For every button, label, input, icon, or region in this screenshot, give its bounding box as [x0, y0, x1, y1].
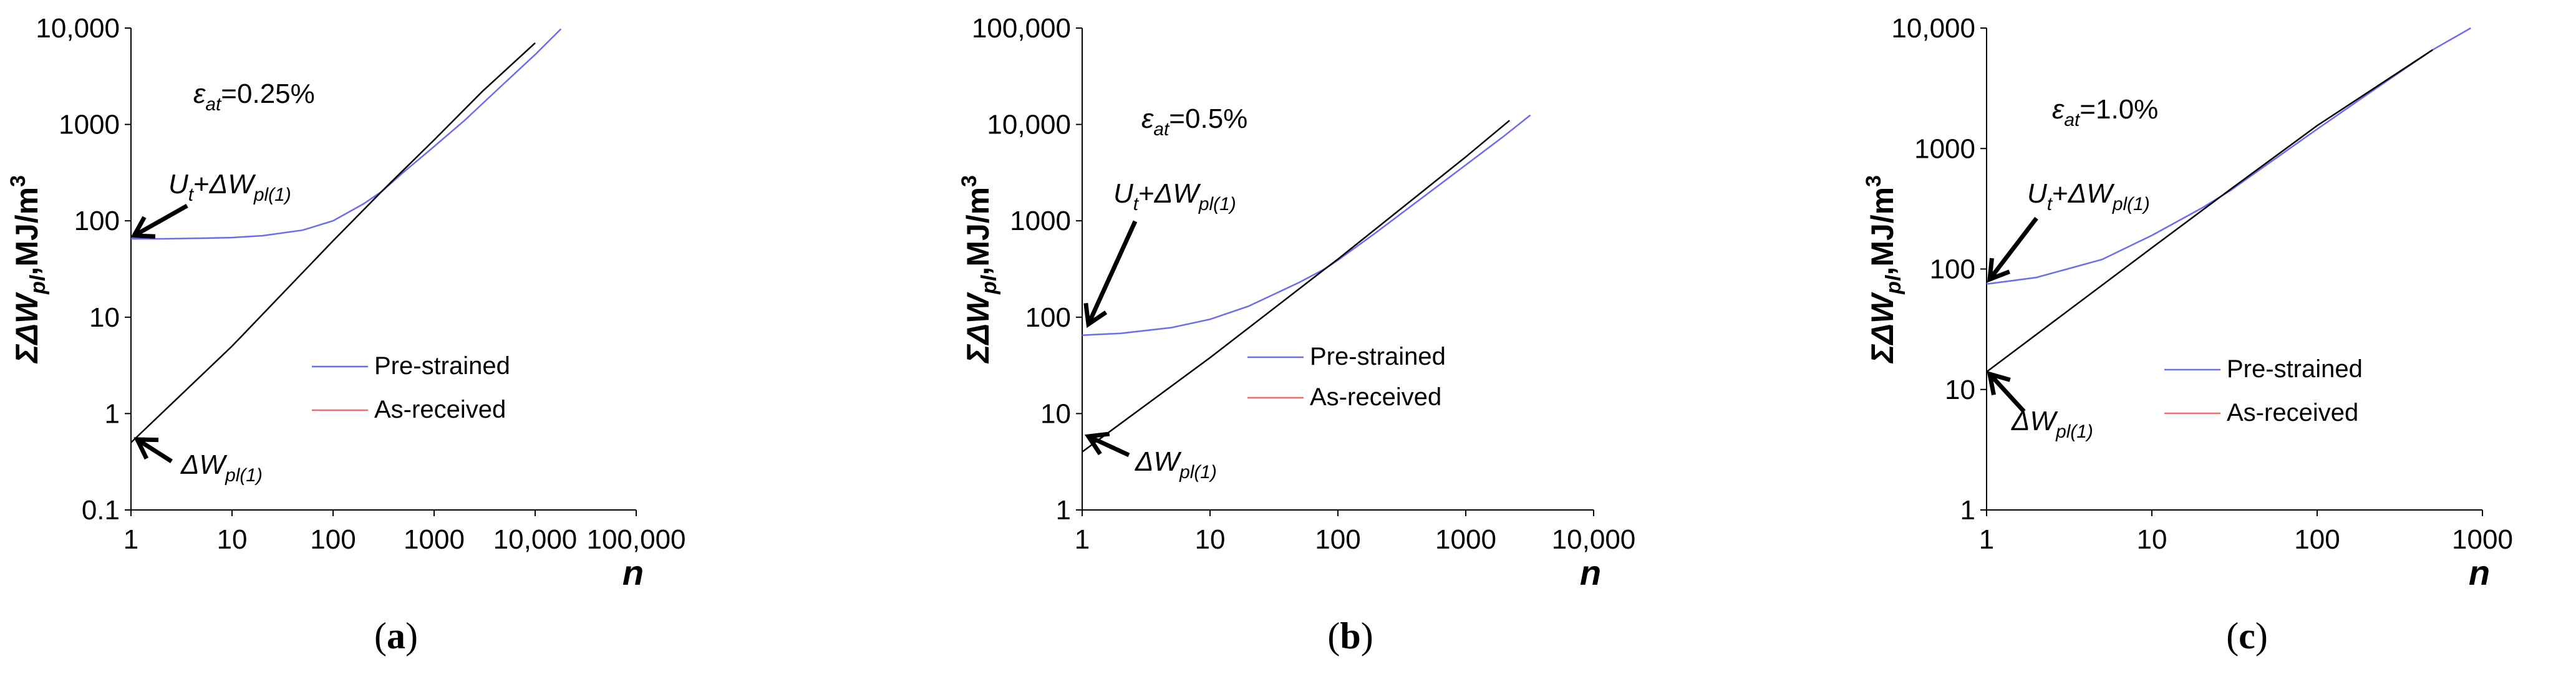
legend: Pre-strained As-received [1247, 343, 1446, 411]
y-tick-label: 1 [105, 398, 120, 429]
strain-amplitude-label: εat=0.25% [193, 79, 315, 115]
legend-label: As-received [1310, 383, 1441, 411]
chart-panel-c: 1 10 100 1000 1 10 100 1000 10,000 n ΣΔWpl,MJ/m3 εa… [1862, 13, 2513, 656]
arrow-icon [1987, 371, 2026, 413]
x-tick-label: 1 [123, 524, 138, 555]
annotation-initial-energy: Ut+ΔWpl(1) [168, 169, 291, 205]
x-axis-title: n [2469, 553, 2490, 592]
y-tick-label: 1000 [59, 110, 120, 140]
y-tick-label: 100,000 [972, 13, 1071, 44]
annotation-first-cycle-energy: ΔWpl(1) [1135, 446, 1217, 483]
y-tick-label: 1 [1056, 495, 1071, 526]
x-tick-label: 100 [1315, 524, 1360, 555]
panel-label: (c) [2226, 615, 2268, 656]
legend: Pre-strained As-received [312, 352, 510, 423]
x-axis-title: n [622, 553, 644, 592]
series-line-as-received [130, 42, 536, 443]
y-tick-label: 10,000 [987, 110, 1071, 140]
y-axis-title: ΣΔWpl,MJ/m3 [1862, 175, 1905, 364]
series-line-as-received [1082, 120, 1511, 453]
x-tick-label: 100 [310, 524, 356, 555]
annotation-initial-energy: Ut+ΔWpl(1) [1113, 178, 1236, 214]
legend-label: Pre-strained [2227, 355, 2363, 383]
panel-label: (a) [374, 615, 418, 656]
chart-panel-b: 1 10 100 1000 10,000 1 10 100 1000 10,000 100,000 n… [957, 13, 1635, 656]
y-tick-label: 100 [74, 206, 120, 236]
y-tick-label: 10,000 [1891, 13, 1975, 44]
legend-label: Pre-strained [374, 352, 510, 380]
arrow-icon [1084, 431, 1130, 458]
legend-label: As-received [2227, 399, 2358, 426]
y-tick-label: 100 [1025, 302, 1071, 333]
panel-label: (b) [1327, 615, 1373, 656]
x-tick-label: 1000 [404, 524, 465, 555]
x-tick-label: 1 [1979, 524, 1994, 555]
x-tick-label: 100 [2294, 524, 2340, 555]
arrow-icon [1987, 216, 2038, 283]
y-tick-label: 10 [89, 302, 120, 333]
x-axis-title: n [1580, 553, 1601, 592]
annotation-first-cycle-energy: ΔWpl(1) [180, 449, 263, 486]
y-axis-title: ΣΔWpl,MJ/m3 [6, 175, 50, 364]
y-tick-label: 10,000 [36, 13, 120, 44]
y-tick-label: 1 [1960, 495, 1975, 526]
legend-label: As-received [374, 396, 506, 423]
annotation-first-cycle-energy: ΔWpl(1) [2011, 406, 2093, 442]
y-tick-label: 1000 [1010, 206, 1071, 236]
legend-label: Pre-strained [1310, 343, 1446, 370]
x-tick-label: 100,000 [586, 524, 685, 555]
arrow-icon [130, 203, 188, 239]
x-tick-label: 1000 [2452, 524, 2513, 555]
series-line-pre-strained [1986, 27, 2471, 285]
series-line-as-received [1986, 49, 2433, 373]
x-tick-label: 10 [2137, 524, 2167, 555]
x-tick-label: 10 [1195, 524, 1226, 555]
chart-panel-a: 1 10 100 1000 10,000 100,0000.1110100100010,0… [6, 13, 686, 656]
series-line-pre-strained [1082, 114, 1531, 336]
x-tick-label: 10,000 [493, 524, 578, 555]
strain-amplitude-label: εat=0.5% [1141, 103, 1247, 140]
x-tick-label: 10,000 [1552, 524, 1636, 555]
arrow-icon [1083, 220, 1138, 329]
x-tick-label: 10 [217, 524, 248, 555]
x-tick-label: 1 [1075, 524, 1090, 555]
series-line-pre-strained [131, 28, 562, 240]
annotation-initial-energy: Ut+ΔWpl(1) [2027, 178, 2150, 214]
y-axis-title: ΣΔWpl,MJ/m3 [957, 175, 1001, 364]
x-tick-label: 1000 [1435, 524, 1496, 555]
y-tick-label: 10 [1945, 375, 1975, 405]
arrow-icon [133, 437, 173, 463]
y-tick-label: 1000 [1914, 133, 1975, 164]
strain-amplitude-label: εat=1.0% [2052, 94, 2158, 130]
legend: Pre-strained As-received [2164, 355, 2363, 426]
y-tick-label: 0.1 [82, 495, 120, 526]
y-tick-label: 10 [1040, 398, 1071, 429]
y-tick-label: 100 [1930, 254, 1975, 285]
